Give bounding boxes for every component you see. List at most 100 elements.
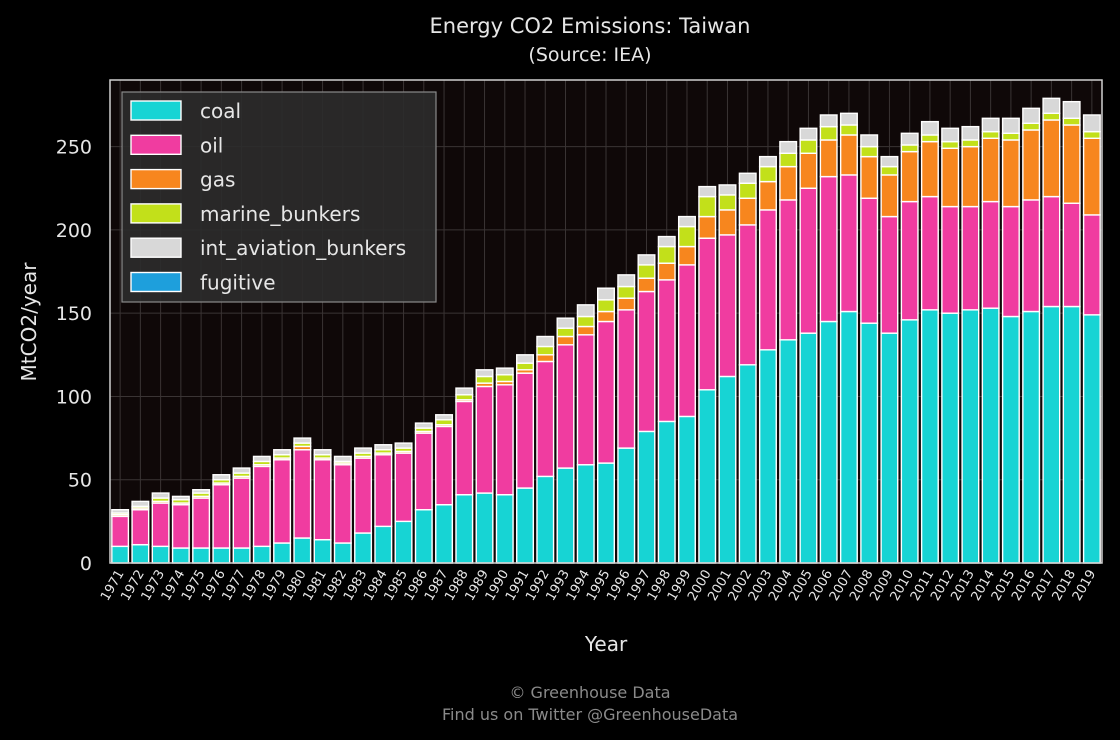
bar-int_aviation_bunkers-2012 — [941, 127, 960, 143]
bar-oil-1980 — [293, 449, 312, 539]
bar-oil-2013 — [961, 205, 980, 311]
bar-marine_bunkers-2016 — [1022, 122, 1041, 131]
bar-oil-1987 — [435, 425, 454, 506]
bar-oil-2011 — [920, 195, 939, 311]
bar-marine_bunkers-1989 — [475, 375, 494, 384]
bar-int_aviation_bunkers-2002 — [738, 172, 757, 184]
bar-int_aviation_bunkers-1978 — [252, 455, 271, 463]
bar-marine_bunkers-2012 — [941, 140, 960, 149]
footer-copyright: © Greenhouse Data — [509, 683, 670, 702]
bar-oil-2000 — [698, 237, 717, 391]
bar-coal-1974 — [171, 547, 190, 564]
bar-coal-1999 — [677, 415, 696, 564]
bar-int_aviation_bunkers-1986 — [414, 422, 433, 429]
bar-marine_bunkers-2001 — [718, 194, 737, 211]
bar-gas-1992 — [536, 354, 555, 363]
bar-int_aviation_bunkers-1977 — [232, 467, 251, 474]
bar-coal-1986 — [414, 509, 433, 564]
bar-oil-1998 — [657, 279, 676, 423]
bar-gas-2008 — [860, 155, 879, 199]
bar-oil-2010 — [900, 200, 919, 321]
bar-coal-1985 — [394, 520, 413, 564]
bar-gas-2017 — [1042, 119, 1061, 198]
bar-coal-1990 — [495, 494, 514, 564]
bar-int_aviation_bunkers-2013 — [961, 125, 980, 141]
y-axis-label: MtCO2/year — [17, 262, 41, 382]
bar-coal-2009 — [880, 332, 899, 564]
bar-oil-2009 — [880, 215, 899, 334]
bar-int_aviation_bunkers-1994 — [576, 304, 595, 318]
bar-coal-2018 — [1062, 305, 1081, 564]
bar-marine_bunkers-1999 — [677, 225, 696, 248]
bar-coal-1992 — [536, 475, 555, 564]
bar-coal-2012 — [941, 312, 960, 564]
x-axis-ticks: 1971197219731974197519761977197819791980… — [98, 568, 1099, 604]
legend-label-oil: oil — [200, 133, 223, 157]
bar-oil-1974 — [171, 504, 190, 549]
bar-marine_bunkers-2000 — [698, 195, 717, 218]
bar-marine_bunkers-2014 — [981, 130, 1000, 139]
bar-marine_bunkers-2013 — [961, 139, 980, 148]
bar-oil-2019 — [1082, 214, 1101, 316]
bar-marine_bunkers-1987 — [435, 419, 454, 426]
bar-coal-1972 — [131, 543, 150, 564]
bar-coal-1995 — [596, 462, 616, 564]
bar-coal-1987 — [435, 504, 454, 564]
y-tick-label: 200 — [56, 220, 92, 242]
bar-gas-2014 — [981, 137, 1000, 203]
y-tick-label: 250 — [56, 137, 92, 159]
bar-gas-2005 — [799, 152, 818, 189]
bar-coal-1978 — [252, 545, 271, 564]
bar-oil-1989 — [475, 385, 494, 494]
bar-gas-1993 — [556, 335, 575, 346]
bar-gas-2007 — [839, 134, 858, 176]
bar-gas-1995 — [596, 310, 616, 323]
bar-coal-1983 — [354, 532, 373, 564]
bar-gas-2019 — [1082, 137, 1101, 216]
bar-coal-1989 — [475, 492, 494, 564]
bar-gas-1998 — [657, 262, 676, 281]
bar-coal-2002 — [738, 364, 757, 564]
bar-oil-2018 — [1062, 202, 1081, 308]
bar-oil-2016 — [1022, 199, 1041, 313]
bar-int_aviation_bunkers-2009 — [880, 155, 899, 168]
bar-marine_bunkers-1998 — [657, 245, 676, 264]
bar-oil-1976 — [212, 484, 231, 549]
bar-coal-2011 — [920, 309, 939, 564]
bar-int_aviation_bunkers-1999 — [677, 215, 696, 228]
legend-label-int_aviation_bunkers: int_aviation_bunkers — [200, 236, 406, 260]
bar-marine_bunkers-1994 — [576, 315, 595, 328]
bar-coal-2005 — [799, 332, 818, 564]
bar-int_aviation_bunkers-1980 — [293, 437, 312, 444]
bar-coal-2008 — [860, 322, 879, 564]
bar-oil-1982 — [333, 464, 352, 544]
bar-oil-1983 — [354, 457, 373, 534]
bar-int_aviation_bunkers-1988 — [455, 387, 474, 396]
bar-int_aviation_bunkers-1991 — [516, 354, 535, 364]
bar-int_aviation_bunkers-1974 — [171, 495, 190, 501]
bar-coal-1975 — [192, 547, 211, 564]
bar-oil-1975 — [192, 497, 211, 549]
bar-int_aviation_bunkers-2001 — [718, 184, 737, 196]
bar-int_aviation_bunkers-1987 — [435, 414, 454, 421]
bar-int_aviation_bunkers-1998 — [657, 235, 676, 248]
bar-oil-1990 — [495, 384, 514, 496]
bar-int_aviation_bunkers-2014 — [981, 117, 1000, 133]
bar-int_aviation_bunkers-1975 — [192, 489, 211, 494]
bar-gas-2000 — [698, 215, 717, 239]
bar-int_aviation_bunkers-2010 — [900, 132, 919, 146]
bar-oil-1977 — [232, 477, 251, 549]
bar-int_aviation_bunkers-2005 — [799, 127, 818, 141]
legend-swatch-oil — [130, 134, 182, 156]
bar-oil-2004 — [779, 199, 798, 341]
bar-oil-1984 — [374, 454, 393, 528]
bar-int_aviation_bunkers-1990 — [495, 367, 514, 376]
bar-coal-1977 — [232, 547, 251, 564]
legend-label-gas: gas — [200, 168, 235, 192]
bar-oil-1978 — [252, 465, 271, 548]
bar-oil-1985 — [394, 452, 413, 523]
bar-oil-2001 — [718, 234, 737, 378]
x-axis-label: Year — [584, 632, 628, 656]
bar-int_aviation_bunkers-1983 — [354, 447, 373, 454]
